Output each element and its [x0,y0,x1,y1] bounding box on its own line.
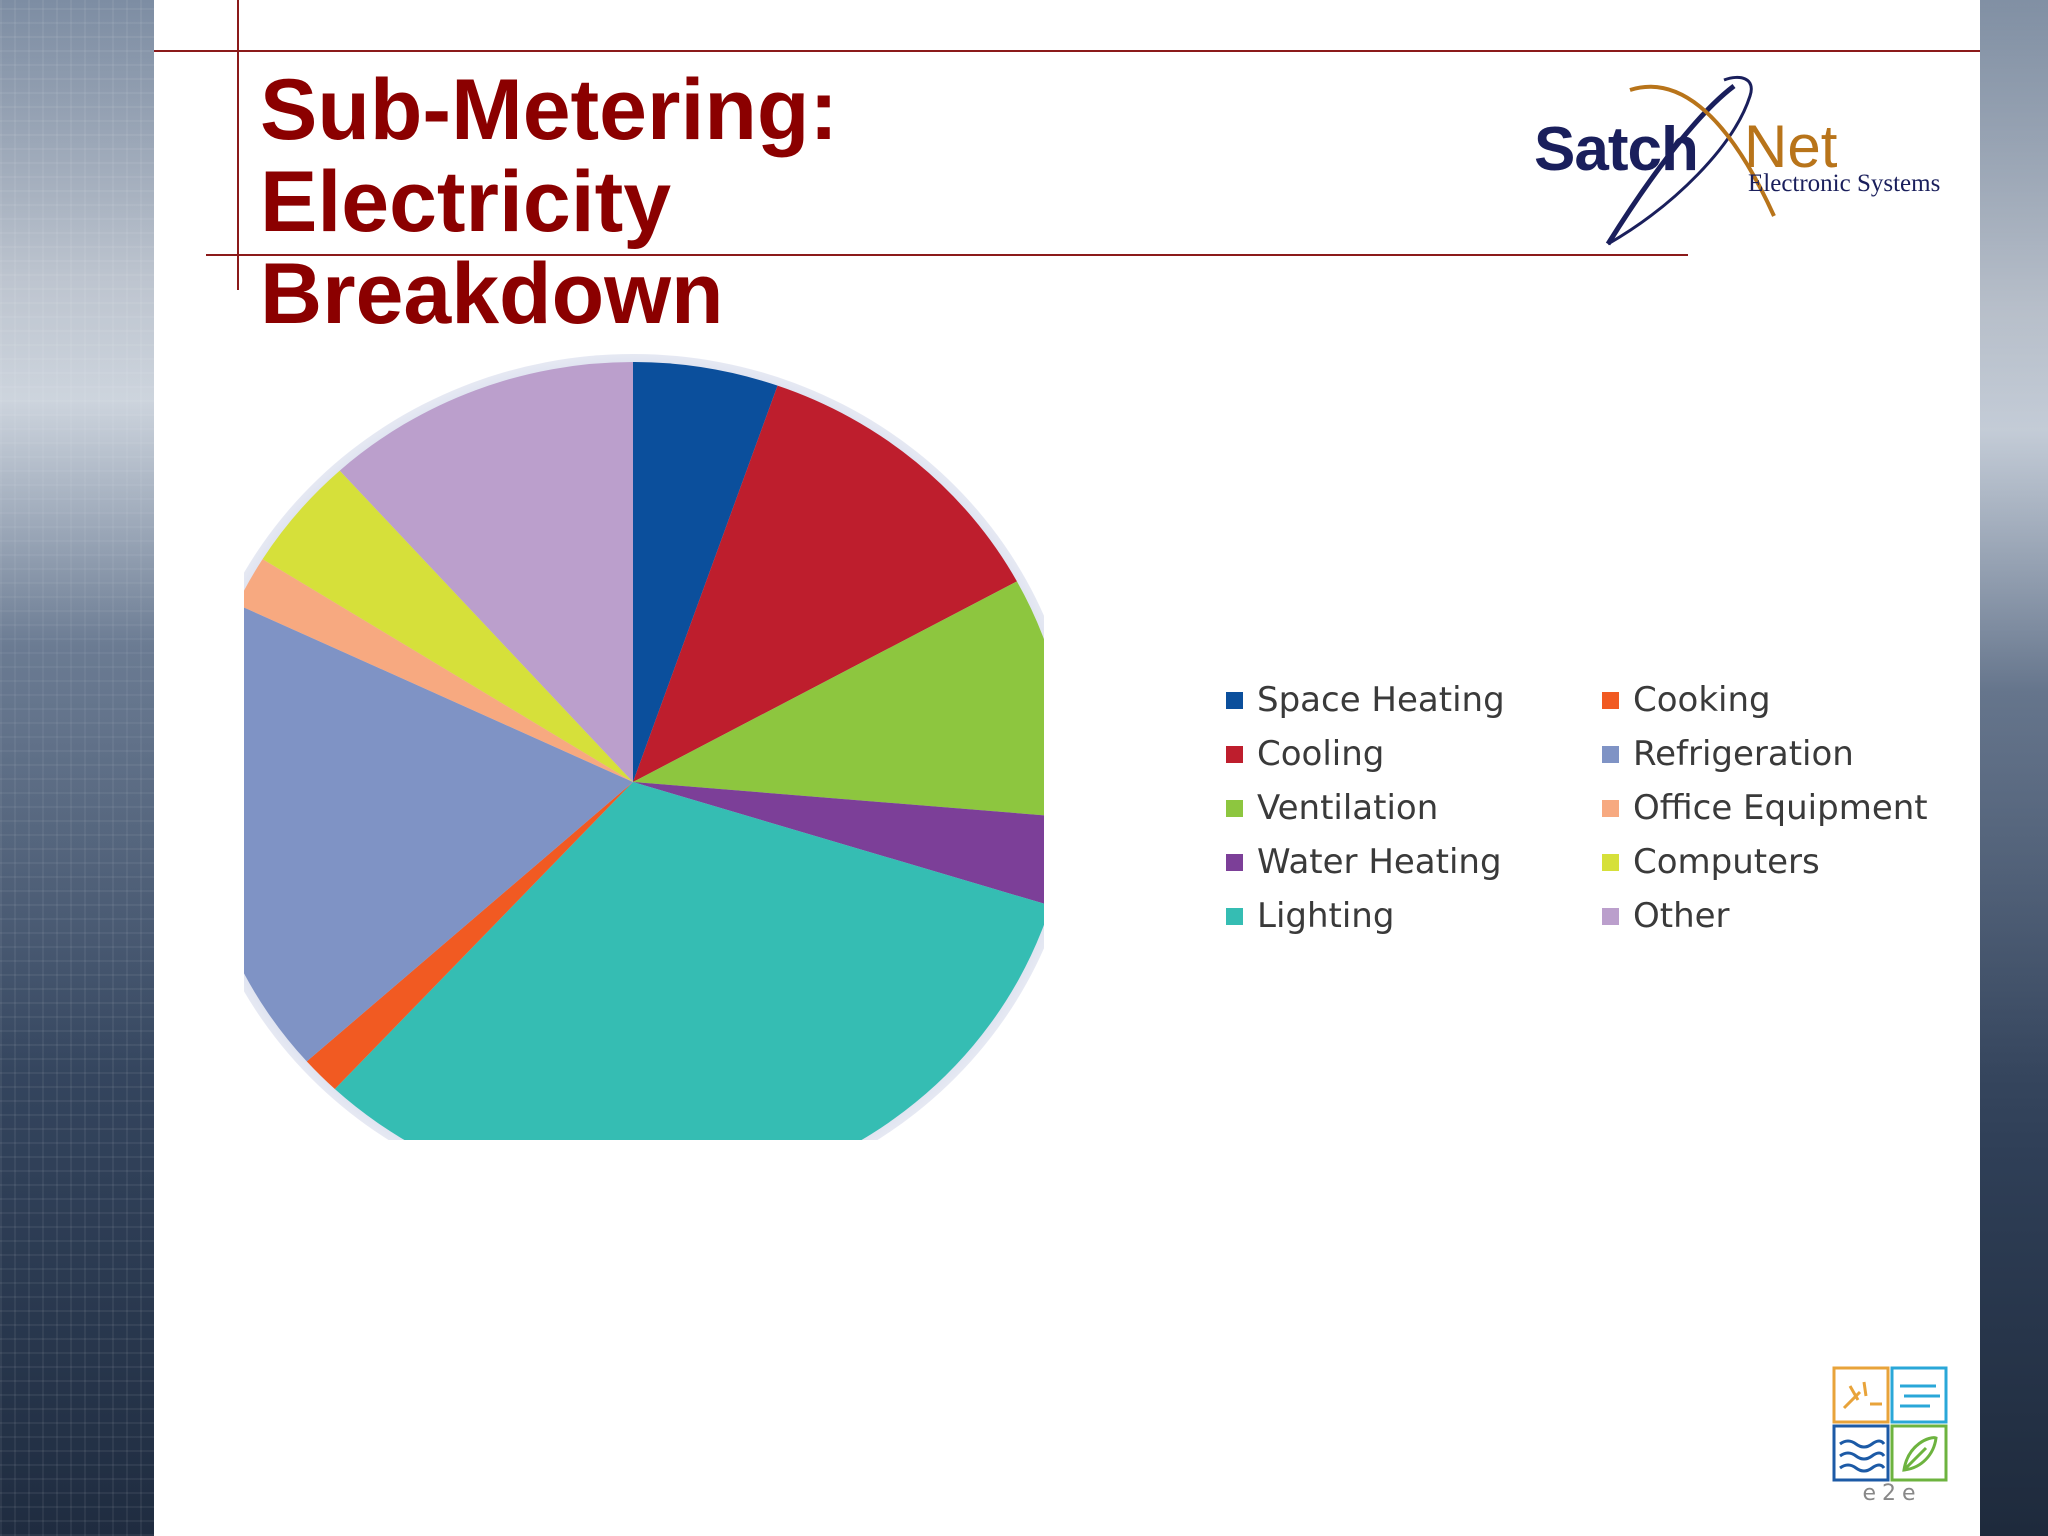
legend-swatch [1226,691,1243,709]
legend-item-computers: Computers [1602,842,1942,882]
legend-swatch [1602,907,1619,925]
legend-swatch [1602,691,1619,709]
legend-label: Refrigeration [1633,734,1854,774]
legend-label: Water Heating [1257,842,1502,882]
legend-label: Ventilation [1257,788,1439,828]
e2e-badge: e2e [1830,1364,1954,1506]
wind-icon [1890,1366,1948,1424]
pie-slice-office-equipment [244,559,633,782]
legend-item-ventilation: Ventilation [1226,788,1602,828]
logo-word-satch: Satch [1534,115,1699,184]
legend-label: Computers [1633,842,1820,882]
logo-tagline: Electronic Systems [1748,170,1941,197]
vertical-rule [237,0,239,290]
pie-slice-cooling [633,385,1017,782]
slide-title: Sub-Metering: Electricity Breakdown [260,64,1260,340]
legend-swatch [1602,799,1619,817]
pie-slice-space-heating [633,362,778,782]
legend-label: Other [1633,896,1730,936]
legend-item-refrigeration: Refrigeration [1602,734,1942,774]
pie-slice-ventilation [633,581,1044,816]
pie-slice-water-heating [633,782,1044,904]
chart-legend: Space Heating Cooking Cooling Refrigeration… [1226,680,1946,936]
pie-slice-cooking [306,782,633,1090]
title-underline [206,254,1688,256]
water-icon [1832,1424,1890,1482]
legend-swatch [1602,853,1619,871]
logo-swoosh-icon [1605,75,1776,246]
pie-slice-refrigeration [244,607,633,1062]
legend-label: Office Equipment [1633,788,1928,828]
legend-item-other: Other [1602,896,1942,936]
legend-item-cooking: Cooking [1602,680,1942,720]
legend-swatch [1226,853,1243,871]
slide-title-line-2: Breakdown [260,246,724,342]
legend-item-space-heating: Space Heating [1226,680,1602,720]
legend-item-lighting: Lighting [1226,896,1602,936]
legend-swatch [1602,745,1619,763]
e2e-text: e2e [1862,1481,1921,1504]
legend-label: Lighting [1257,896,1395,936]
background-right-panel [1980,0,2048,1536]
satchnet-logo: Satch Net Electronic Systems [1534,66,1974,256]
legend-swatch [1226,745,1243,763]
pie-slice-computers [262,470,633,782]
legend-swatch [1226,799,1243,817]
sun-icon [1832,1366,1890,1424]
legend-label: Cooling [1257,734,1385,774]
leaf-icon [1890,1424,1948,1482]
legend-item-water-heating: Water Heating [1226,842,1602,882]
pie-slice-lighting [334,782,1044,1140]
pie-slice-other [339,362,633,782]
legend-swatch [1226,907,1243,925]
legend-label: Space Heating [1257,680,1505,720]
top-rule [154,50,1980,52]
legend-item-office-equipment: Office Equipment [1602,788,1942,828]
legend-label: Cooking [1633,680,1771,720]
background-left-panel [0,0,154,1536]
slide: Sub-Metering: Electricity Breakdown Satc… [154,0,1980,1536]
slide-title-line-1: Sub-Metering: Electricity [260,62,839,250]
logo-word-net: Net [1744,113,1838,180]
pie-chart [244,354,1044,1140]
legend-item-cooling: Cooling [1226,734,1602,774]
